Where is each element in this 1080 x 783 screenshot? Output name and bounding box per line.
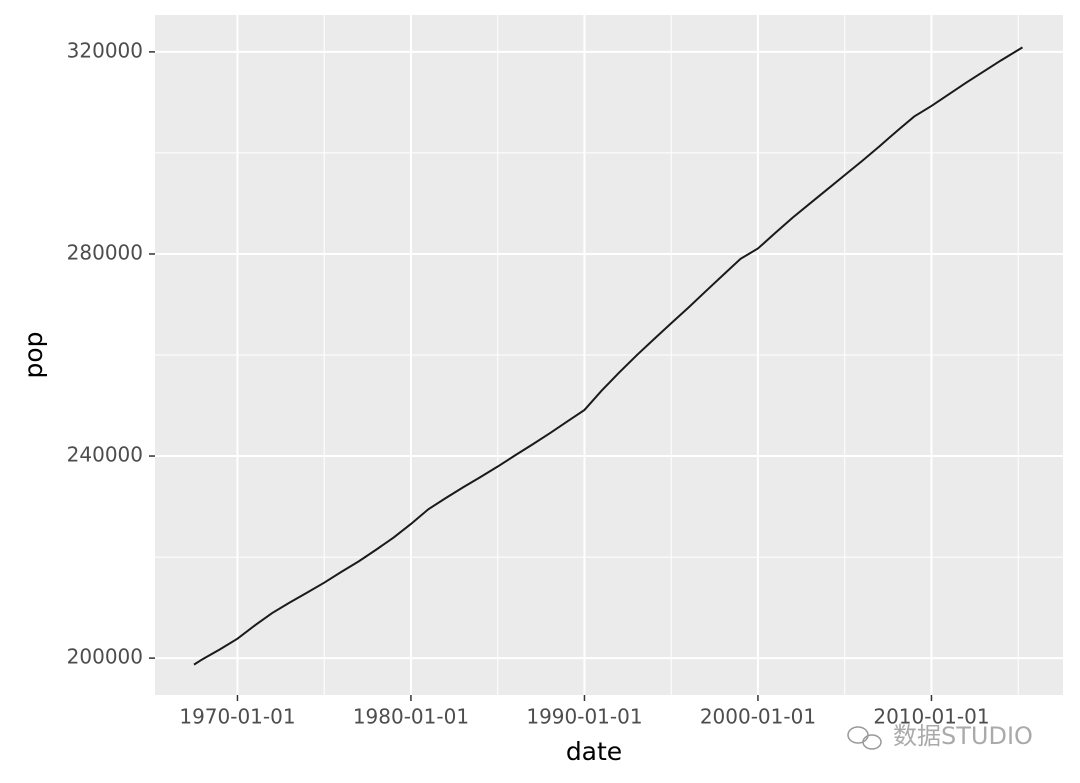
x-tick-label: 2000-01-01 bbox=[700, 705, 816, 729]
y-tick-label: 280000 bbox=[67, 240, 143, 264]
x-tick-label: 1980-01-01 bbox=[353, 705, 469, 729]
x-tick-label: 2010-01-01 bbox=[873, 705, 989, 729]
watermark-icon bbox=[847, 726, 882, 750]
x-tick-label: 1990-01-01 bbox=[526, 705, 642, 729]
y-tick-label: 320000 bbox=[67, 38, 143, 62]
y-axis-title: pop bbox=[19, 331, 48, 378]
y-tick-label: 200000 bbox=[67, 645, 143, 669]
line bbox=[193, 46, 1023, 666]
x-axis-title: date bbox=[566, 737, 622, 766]
watermark: 数据STUDIO bbox=[893, 722, 1033, 750]
y-tick-label: 240000 bbox=[67, 443, 143, 467]
x-tick-label: 1970-01-01 bbox=[179, 705, 295, 729]
